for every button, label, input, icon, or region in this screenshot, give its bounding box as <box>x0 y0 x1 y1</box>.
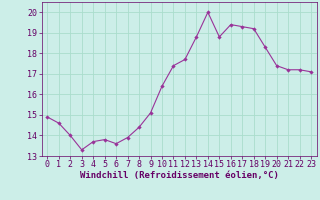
X-axis label: Windchill (Refroidissement éolien,°C): Windchill (Refroidissement éolien,°C) <box>80 171 279 180</box>
